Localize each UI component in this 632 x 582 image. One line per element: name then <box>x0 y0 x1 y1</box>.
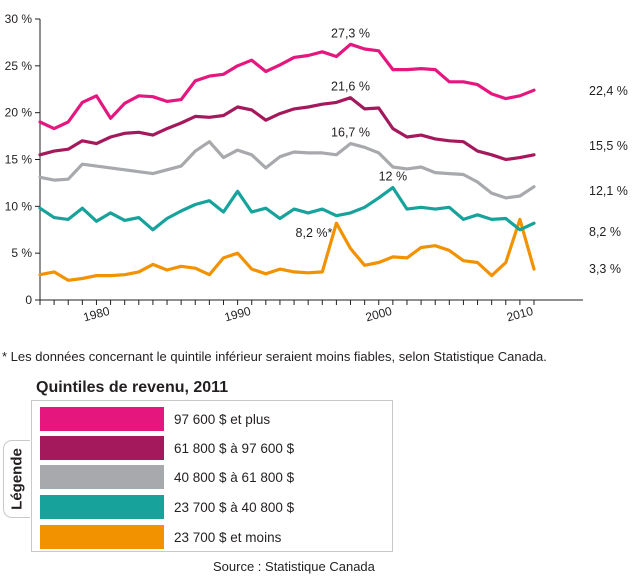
series-line <box>38 217 536 282</box>
y-tick-label: 0 <box>25 293 32 307</box>
legend-title: Quintiles de revenu, 2011 <box>36 379 229 396</box>
y-tick-label: 5 % <box>11 246 32 260</box>
legend-swatch <box>40 495 164 519</box>
legend-label: 23 700 $ à 40 800 $ <box>174 499 295 515</box>
income-quintile-line-chart: 0 5 % 10 % 15 % 20 % 25 % 30 % 1980 1990 2000 201… <box>5 12 628 325</box>
data-label: 27,3 % <box>331 26 370 40</box>
legend-swatch <box>40 436 164 460</box>
series-lines <box>38 42 536 282</box>
legend-swatch <box>40 465 164 489</box>
annotations: 27,3 % 21,6 % 16,7 % 12 % 8,2 %* 22,4 % 15,5 %… <box>296 26 628 276</box>
series-line <box>38 140 536 200</box>
end-value-label: 8,2 % <box>589 225 621 239</box>
x-tick-label: 1990 <box>223 304 253 325</box>
legend-tab-label: Légende <box>8 448 26 510</box>
source-note: Source : Statistique Canada <box>213 559 375 574</box>
data-label: 8,2 %* <box>296 226 333 240</box>
legend-swatch <box>40 525 164 549</box>
x-axis: 1980 1990 2000 2010 <box>39 299 583 325</box>
x-tick-label: 1980 <box>82 304 112 325</box>
legend-label: 61 800 $ à 97 600 $ <box>174 440 295 456</box>
legend-box <box>31 400 393 552</box>
y-tick-label: 15 % <box>5 153 33 167</box>
legend-item: 40 800 $ à 61 800 $ <box>40 465 294 489</box>
end-value-label: 22,4 % <box>589 84 628 98</box>
end-value-label: 15,5 % <box>589 139 628 153</box>
end-value-label: 12,1 % <box>589 184 628 198</box>
series-line <box>38 186 536 232</box>
legend-label: 23 700 $ et moins <box>174 529 282 545</box>
legend-tab: Légende <box>3 440 30 518</box>
legend-label: 97 600 $ et plus <box>174 411 271 427</box>
x-tick-label: 2000 <box>364 304 394 325</box>
end-value-label: 3,3 % <box>589 262 621 276</box>
legend-item: 23 700 $ à 40 800 $ <box>40 495 294 519</box>
data-label: 21,6 % <box>331 80 370 94</box>
data-label: 12 % <box>379 170 408 184</box>
data-label: 16,7 % <box>331 126 370 140</box>
y-tick-label: 30 % <box>5 12 33 26</box>
x-tick-label: 2010 <box>505 304 535 325</box>
series-line <box>38 96 536 162</box>
legend-item: 61 800 $ à 97 600 $ <box>40 436 294 460</box>
y-tick-label: 25 % <box>5 59 33 73</box>
y-axis: 0 5 % 10 % 15 % 20 % 25 % 30 % <box>5 12 41 307</box>
y-tick-label: 20 % <box>5 106 33 120</box>
footnote: * Les données concernant le quintile inf… <box>2 349 547 364</box>
legend-item: 97 600 $ et plus <box>40 407 270 431</box>
legend-label: 40 800 $ à 61 800 $ <box>174 469 295 485</box>
series-line <box>38 42 536 131</box>
legend-swatch <box>40 407 164 431</box>
y-tick-label: 10 % <box>5 199 33 213</box>
legend-item: 23 700 $ et moins <box>40 525 281 549</box>
